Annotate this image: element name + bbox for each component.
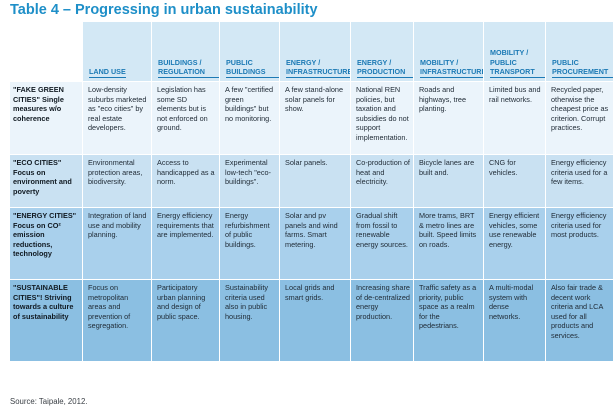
table-cell: Environmental protection areas, biodiver… (82, 155, 151, 208)
table-cell: Limited bus and rail networks. (483, 82, 545, 155)
table-cell: A few "certified green buildings" but no… (219, 82, 279, 155)
column-header-label: MOBILITY / INFRASTRUCTURE (420, 58, 483, 78)
table-cell: Solar panels. (279, 155, 350, 208)
table-cell: Increasing share of de-centralized energ… (350, 280, 413, 362)
column-header: MOBILITY / PUBLIC TRANSPORT (483, 22, 545, 82)
table-cell: A few stand-alone solar panels for show. (279, 82, 350, 155)
column-header-label: PUBLIC BUILDINGS (226, 58, 279, 78)
table-cell: Co-production of heat and electricity. (350, 155, 413, 208)
column-header-label: ENERGY / INFRASTRUCTURE (286, 58, 350, 78)
table-cell: CNG for vehicles. (483, 155, 545, 208)
column-header-label: MOBILITY / PUBLIC TRANSPORT (490, 48, 545, 78)
table-cell: Focus on metropolitan areas and preventi… (82, 280, 151, 362)
table-cell: Low-density suburbs marketed as "eco cit… (82, 82, 151, 155)
table-cell: Recycled paper, otherwise the cheapest p… (545, 82, 613, 155)
table-cell: Also fair trade & decent work criteria a… (545, 280, 613, 362)
table-cell: Energy refurbishment of public buildings… (219, 208, 279, 280)
column-header: ENERGY / INFRASTRUCTURE (279, 22, 350, 82)
table-cell: Access to handicapped as a norm. (151, 155, 219, 208)
row-header: "FAKE GREEN CITIES" Single measures w/o … (10, 82, 82, 155)
table-cell: National REN policies, but taxation and … (350, 82, 413, 155)
table-cell: Sustainability criteria used also in pub… (219, 280, 279, 362)
column-header: ENERGY / PRODUCTION (350, 22, 413, 82)
column-header-label: PUBLIC PROCUREMENT (552, 58, 613, 78)
table-cell: Experimental low-tech "eco-buildings". (219, 155, 279, 208)
column-header: MOBILITY / INFRASTRUCTURE (413, 22, 483, 82)
column-header: BUILDINGS / REGULATION (151, 22, 219, 82)
table-row: "FAKE GREEN CITIES" Single measures w/o … (10, 82, 613, 155)
table-title: Table 4 – Progressing in urban sustainab… (10, 2, 318, 18)
table-row: "ENERGY CITIES" Focus on CO² emission re… (10, 208, 613, 280)
table-cell: A multi-modal system with dense networks… (483, 280, 545, 362)
source-note: Source: Taipale, 2012. (10, 397, 88, 406)
table-cell: Legislation has some SD elements but is … (151, 82, 219, 155)
row-header: "ECO CITIES" Focus on environment and po… (10, 155, 82, 208)
table-cell: Energy efficient vehicles, some use rene… (483, 208, 545, 280)
table-cell: Traffic safety as a priority, public spa… (413, 280, 483, 362)
table-row: "SUSTAINABLE CITIES"! Striving towards a… (10, 280, 613, 362)
table-cell: More trams, BRT & metro lines are built.… (413, 208, 483, 280)
header-row: LAND USE BUILDINGS / REGULATION PUBLIC B… (10, 22, 613, 82)
table-row: "ECO CITIES" Focus on environment and po… (10, 155, 613, 208)
table-cell: Integration of land use and mobility pla… (82, 208, 151, 280)
header-corner (10, 22, 82, 82)
row-header: "ENERGY CITIES" Focus on CO² emission re… (10, 208, 82, 280)
column-header: LAND USE (82, 22, 151, 82)
column-header-label: BUILDINGS / REGULATION (158, 58, 219, 78)
column-header: PUBLIC BUILDINGS (219, 22, 279, 82)
table-cell: Energy efficiency criteria used for most… (545, 208, 613, 280)
table-cell: Participatory urban planning and design … (151, 280, 219, 362)
table-cell: Solar and pv panels and wind farms. Smar… (279, 208, 350, 280)
urban-sustainability-table: LAND USE BUILDINGS / REGULATION PUBLIC B… (10, 22, 613, 362)
row-header: "SUSTAINABLE CITIES"! Striving towards a… (10, 280, 82, 362)
table-cell: Bicycle lanes are built and. (413, 155, 483, 208)
table-cell: Energy efficiency requirements that are … (151, 208, 219, 280)
column-header-label: ENERGY / PRODUCTION (357, 58, 413, 78)
table-cell: Gradual shift from fossil to renewable e… (350, 208, 413, 280)
column-header: PUBLIC PROCUREMENT (545, 22, 613, 82)
column-header-label: LAND USE (89, 67, 126, 78)
table-cell: Roads and highways, tree planting. (413, 82, 483, 155)
table-cell: Energy efficiency criteria used for a fe… (545, 155, 613, 208)
table-cell: Local grids and smart grids. (279, 280, 350, 362)
